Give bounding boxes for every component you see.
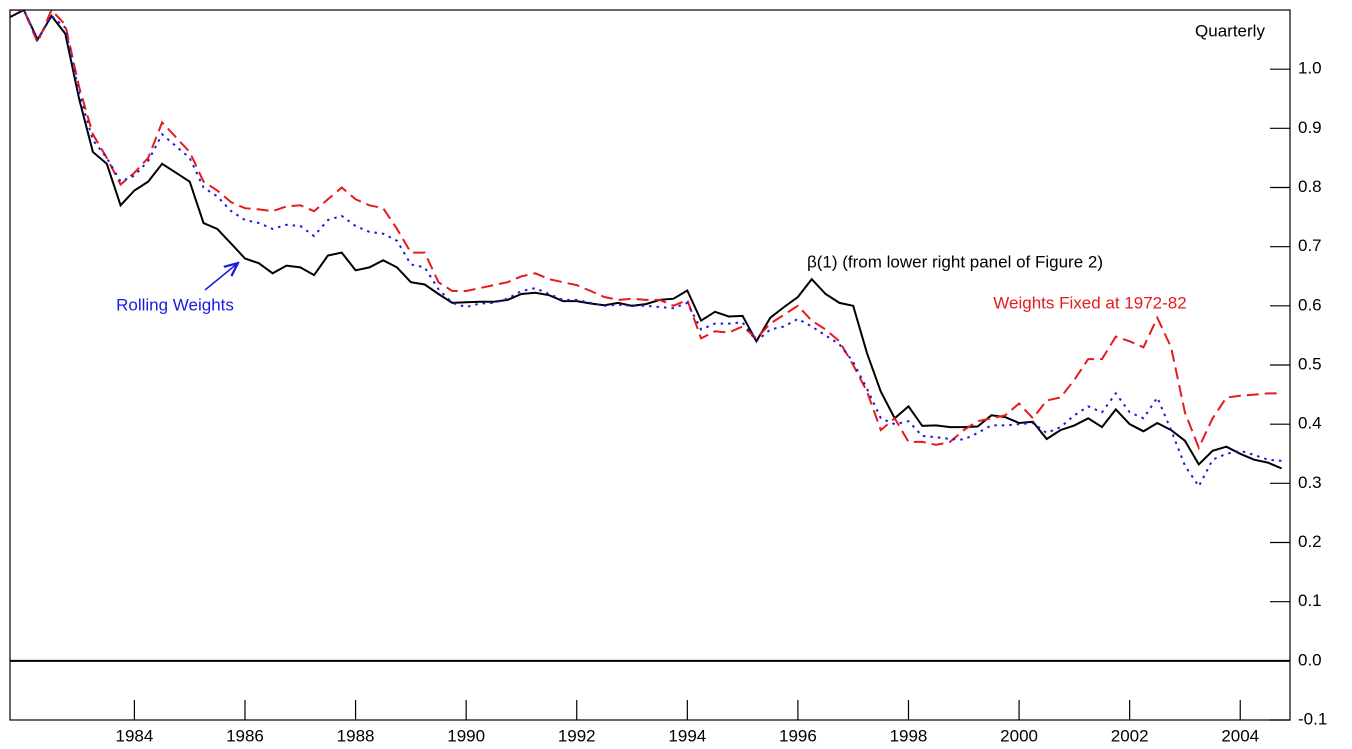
y-tick-label: 0.1 [1298, 591, 1322, 610]
series-line [10, 10, 1283, 470]
y-tick-label: -0.1 [1298, 709, 1327, 728]
y-tick-label: 0.3 [1298, 473, 1322, 492]
series-label: Rolling Weights [116, 295, 234, 314]
y-tick-label: 0.7 [1298, 236, 1322, 255]
x-tick-label: 1994 [668, 726, 706, 745]
y-tick-label: 0.5 [1298, 354, 1322, 373]
series-line [10, 10, 1282, 451]
x-tick-label: 1986 [226, 726, 264, 745]
series-line [10, 10, 1282, 489]
y-tick-label: 0.9 [1298, 118, 1322, 137]
y-tick-label: 0.2 [1298, 532, 1322, 551]
series-label: β(1) (from lower right panel of Figure 2… [807, 252, 1103, 271]
series-label: Weights Fixed at 1972-82 [993, 293, 1186, 312]
plot-frame [9, 9, 1291, 721]
x-tick-label: 2004 [1221, 726, 1259, 745]
y-tick-label: 0.0 [1298, 650, 1322, 669]
frequency-label: Quarterly [1195, 21, 1265, 40]
x-tick-label: 1984 [115, 726, 153, 745]
x-tick-label: 1996 [779, 726, 817, 745]
x-tick-label: 2000 [1000, 726, 1038, 745]
x-tick-label: 2002 [1111, 726, 1149, 745]
x-tick-label: 1998 [890, 726, 928, 745]
y-tick-label: 0.4 [1298, 414, 1322, 433]
x-tick-label: 1992 [558, 726, 596, 745]
y-tick-label: 1.0 [1298, 59, 1322, 78]
y-tick-label: 0.6 [1298, 295, 1322, 314]
x-tick-label: 1990 [447, 726, 485, 745]
annotation-arrow [204, 263, 238, 291]
y-tick-label: 0.8 [1298, 177, 1322, 196]
x-tick-label: 1988 [337, 726, 375, 745]
